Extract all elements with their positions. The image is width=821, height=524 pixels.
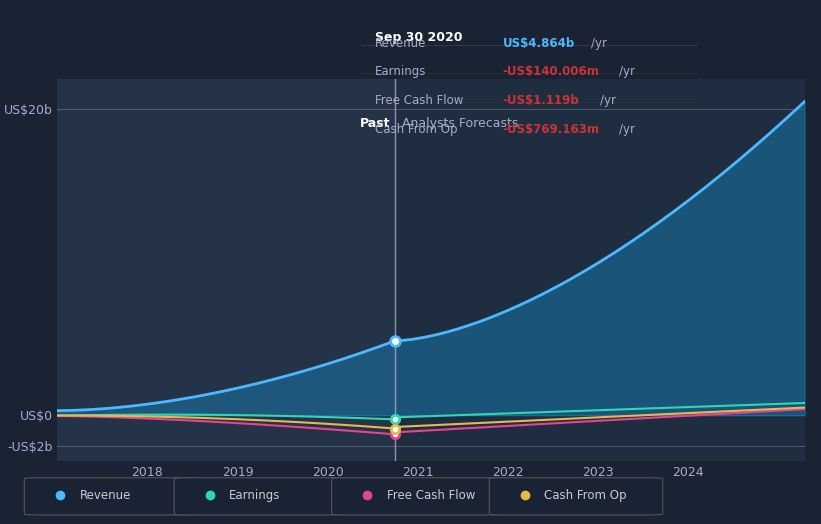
- FancyBboxPatch shape: [174, 478, 347, 515]
- Text: /yr: /yr: [619, 66, 635, 79]
- Text: /yr: /yr: [619, 123, 635, 136]
- Text: Cash From Op: Cash From Op: [374, 123, 457, 136]
- Text: Past: Past: [360, 117, 391, 130]
- Text: /yr: /yr: [600, 94, 617, 107]
- Text: Free Cash Flow: Free Cash Flow: [387, 489, 475, 501]
- Text: Earnings: Earnings: [374, 66, 426, 79]
- Text: Revenue: Revenue: [374, 37, 426, 50]
- Text: Cash From Op: Cash From Op: [544, 489, 627, 501]
- Text: /yr: /yr: [591, 37, 607, 50]
- FancyBboxPatch shape: [332, 478, 505, 515]
- Text: Earnings: Earnings: [229, 489, 281, 501]
- Text: -US$769.163m: -US$769.163m: [502, 123, 599, 136]
- Text: Free Cash Flow: Free Cash Flow: [374, 94, 463, 107]
- FancyBboxPatch shape: [489, 478, 663, 515]
- FancyBboxPatch shape: [25, 478, 198, 515]
- Text: -US$140.006m: -US$140.006m: [502, 66, 599, 79]
- Bar: [57, 79, 395, 461]
- Text: Sep 30 2020: Sep 30 2020: [374, 31, 462, 45]
- Text: Revenue: Revenue: [80, 489, 131, 501]
- Text: US$4.864b: US$4.864b: [502, 37, 575, 50]
- Text: -US$1.119b: -US$1.119b: [502, 94, 580, 107]
- Text: Analysts Forecasts: Analysts Forecasts: [402, 117, 519, 130]
